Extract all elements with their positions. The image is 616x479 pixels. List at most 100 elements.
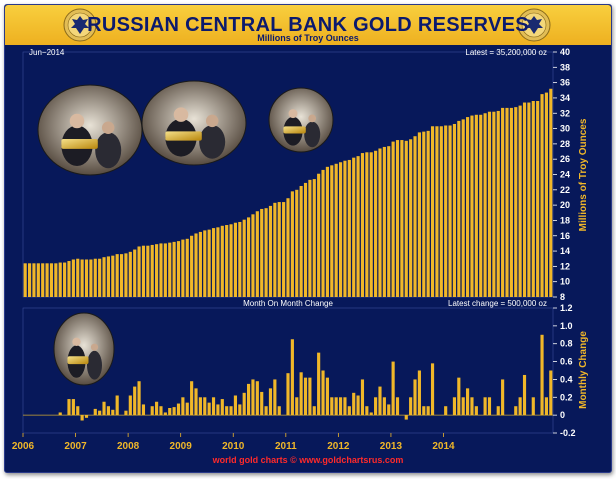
- y-tick-label: 10: [560, 277, 570, 287]
- change-bar: [93, 408, 97, 416]
- latest-change-note: Latest change = 500,000 oz: [448, 299, 547, 308]
- reserve-bar: [343, 160, 347, 297]
- y-axis-title: Millions of Troy Ounces: [578, 118, 589, 231]
- change-bar: [347, 406, 351, 416]
- change-bar: [159, 406, 163, 416]
- reserve-bar: [286, 198, 290, 297]
- change-bar: [457, 377, 461, 416]
- change-bar: [268, 388, 273, 416]
- reserve-bar: [67, 261, 71, 297]
- reserve-bar: [211, 228, 216, 297]
- reserve-bar: [501, 107, 505, 297]
- reserve-bar: [233, 222, 238, 297]
- x-tick-label: 2012: [327, 441, 350, 452]
- bank-of-russia-emblem-left: [63, 8, 97, 42]
- change-bar: [102, 401, 106, 416]
- y-tick-label: 1.2: [560, 303, 573, 313]
- reserve-bar: [106, 256, 110, 297]
- reserve-bar: [181, 239, 185, 297]
- y-tick-label: 8: [560, 292, 565, 302]
- y-tick-label: 0: [560, 410, 565, 420]
- reserve-bar: [49, 263, 54, 297]
- y-tick-label: 0.4: [560, 374, 573, 384]
- reserve-bar: [163, 243, 167, 297]
- reserve-bar: [334, 163, 338, 297]
- reserve-bar: [273, 202, 277, 297]
- change-bar: [303, 377, 308, 416]
- chart-subtitle: Millions of Troy Ounces: [257, 33, 359, 43]
- change-bar: [501, 379, 505, 416]
- change-bar: [233, 395, 238, 416]
- change-bar: [111, 409, 115, 416]
- change-bar: [374, 397, 378, 416]
- reserve-bar: [417, 132, 421, 297]
- change-bar: [430, 363, 435, 416]
- x-axis: 2006 2007 2008 2009 2010 2011 2012 2013 2014: [12, 433, 455, 452]
- reserve-bar: [536, 101, 540, 297]
- reserve-bar: [531, 101, 535, 297]
- reserve-bar: [45, 263, 49, 297]
- change-bar: [137, 381, 141, 416]
- reserve-bar: [544, 92, 548, 297]
- change-bar: [216, 404, 220, 416]
- officials-inspecting-gold-photo: [37, 84, 143, 176]
- reserve-bar: [255, 211, 259, 297]
- y-tick-label: 0.6: [560, 357, 573, 367]
- change-bar: [115, 395, 119, 416]
- change-bar: [181, 397, 185, 416]
- reserve-bar: [299, 185, 303, 297]
- y-tick-label: 1.0: [560, 321, 573, 331]
- reserve-bar: [290, 191, 294, 297]
- title-band: RUSSIAN CENTRAL BANK GOLD RESERVES Milli…: [5, 5, 611, 45]
- y-tick-label: 30: [560, 124, 570, 134]
- change-bar: [387, 404, 391, 416]
- change-bar: [531, 397, 535, 416]
- change-bar: [251, 379, 255, 416]
- change-bar: [168, 408, 172, 416]
- reserve-bar: [321, 169, 325, 297]
- reserve-bar: [303, 182, 308, 297]
- reserve-bar: [461, 119, 465, 298]
- reserve-bar: [527, 102, 531, 297]
- change-bar: [360, 379, 365, 416]
- change-bar: [338, 397, 343, 416]
- reserve-bar: [409, 139, 413, 297]
- change-bar: [426, 406, 430, 416]
- reserve-bar: [203, 230, 207, 297]
- change-bar: [106, 406, 110, 416]
- reserve-bar: [220, 225, 224, 297]
- gold-bar-closeup-photo: [141, 80, 247, 166]
- reserve-bar: [487, 111, 492, 297]
- reserve-bar: [470, 115, 474, 297]
- change-bar: [540, 334, 544, 416]
- chart-credit: world gold charts © www.goldchartsrus.co…: [212, 455, 404, 465]
- date-note: Jun−2014: [29, 48, 65, 57]
- chart-area: 8 10 12 14 16 18 20 22 24 26 28 30 32 34 36 38 40 Jun−201…: [12, 47, 589, 452]
- latest-note: Latest = 35,200,000 oz: [465, 48, 547, 57]
- change-bar: [417, 370, 421, 416]
- change-bar: [466, 388, 470, 416]
- change-bar: [409, 397, 413, 416]
- reserve-bar: [137, 246, 141, 297]
- change-bar: [514, 406, 518, 416]
- change-bar: [58, 412, 62, 416]
- change-bar: [98, 410, 102, 416]
- change-bar: [391, 361, 395, 416]
- reserve-bar: [268, 205, 273, 297]
- reserve-bar: [63, 262, 67, 297]
- change-bar: [395, 397, 400, 416]
- change-bar: [325, 377, 329, 416]
- reserve-bar: [36, 263, 40, 297]
- change-bar: [255, 381, 259, 416]
- photo-montage: [37, 80, 334, 386]
- reserve-bar: [58, 262, 62, 297]
- reserve-bar: [247, 217, 251, 298]
- reserve-bar: [382, 146, 386, 297]
- change-bar: [452, 397, 457, 416]
- change-bar: [444, 406, 448, 416]
- reserve-bar: [41, 263, 45, 297]
- reserve-bar: [395, 140, 400, 297]
- reserve-bar: [119, 254, 124, 298]
- change-bar: [128, 395, 132, 416]
- x-tick-label: 2009: [170, 441, 193, 452]
